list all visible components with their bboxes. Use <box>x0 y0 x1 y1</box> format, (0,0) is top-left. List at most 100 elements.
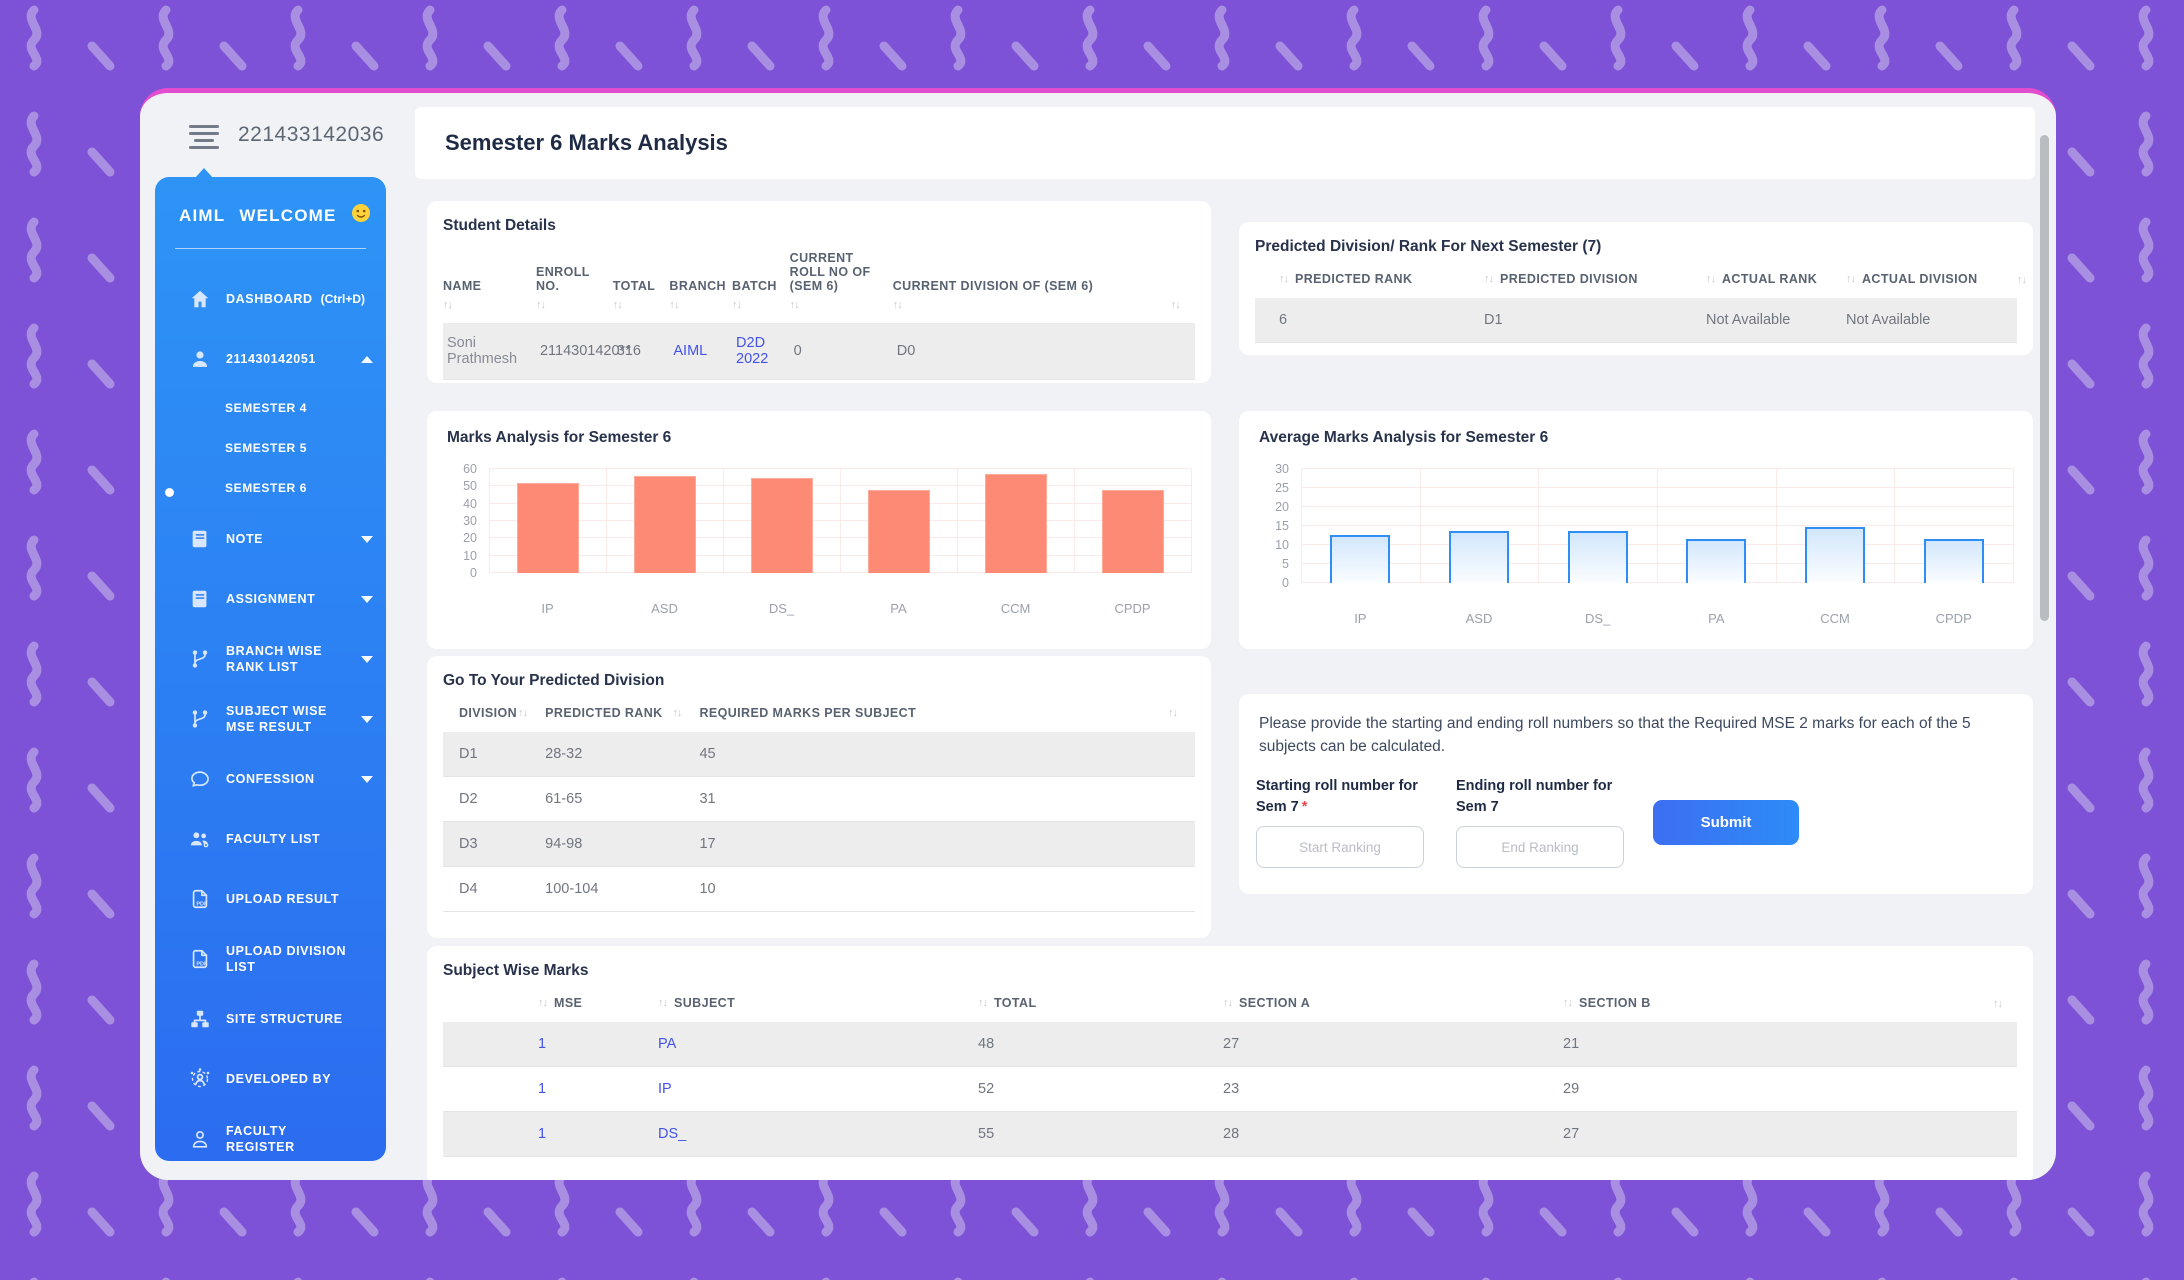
sidebar-item-faculty-list[interactable]: FACULTY LIST <box>155 809 386 869</box>
column-header[interactable]: ↑↓ <box>1993 986 2017 1022</box>
column-header[interactable]: ↑↓ SECTION A <box>1223 996 1311 1010</box>
chart-title: Average Marks Analysis for Semester 6 <box>1259 429 1549 446</box>
sort-icon: ↑↓ <box>1168 707 1178 719</box>
table-cell <box>1993 1022 2017 1067</box>
x-axis-label: IP <box>1354 611 1367 626</box>
sort-icon: ↑↓ <box>672 707 682 719</box>
column-header[interactable]: ↑↓ <box>1171 241 1195 323</box>
active-item-dot <box>165 488 174 497</box>
sidebar-item-label: SEMESTER 5 <box>225 441 308 456</box>
column-header[interactable]: TOTAL ↑↓ <box>613 241 670 323</box>
hamburger-menu-icon[interactable] <box>188 125 220 149</box>
sidebar-item-label: SUBJECT WISE MSE RESULT <box>226 703 327 734</box>
end-roll-input[interactable] <box>1456 826 1624 869</box>
sidebar-item-211430142051[interactable]: 211430142051 <box>155 329 386 389</box>
column-header[interactable]: ↑↓ SECTION B <box>1563 996 1651 1010</box>
table-cell: 27 <box>1563 1111 1993 1157</box>
y-tick-label: 0 <box>470 566 477 580</box>
bar-PA <box>867 489 930 573</box>
sidebar-item-branch-wise-rank-list[interactable]: BRANCH WISE RANK LIST <box>155 629 386 689</box>
vertical-scrollbar-thumb[interactable] <box>2040 135 2049 621</box>
cell-link[interactable]: D2D 2022 <box>736 335 769 367</box>
start-roll-input[interactable] <box>1256 826 1424 869</box>
cell-link[interactable]: IP <box>658 1081 672 1097</box>
cell-link[interactable]: PA <box>658 1036 677 1052</box>
plot <box>1301 468 2014 583</box>
sidebar-item-upload-result[interactable]: PDF UPLOAD RESULT <box>155 869 386 929</box>
branch-icon <box>187 706 213 732</box>
book-icon <box>187 526 213 552</box>
sort-icon: ↑↓ <box>443 299 453 311</box>
y-tick-label: 50 <box>463 479 477 494</box>
end-roll-label: Ending roll number for Sem 7 <box>1456 778 1613 816</box>
column-header[interactable]: ↑↓ ACTUAL RANK <box>1706 272 1818 286</box>
column-header[interactable]: PREDICTED RANK ↑↓ <box>545 696 699 732</box>
table-cell: Soni Prathmesh <box>443 323 536 380</box>
sidebar-item-developed-by[interactable]: DEVELOPED BY <box>155 1049 386 1109</box>
sidebar-item-semester-6[interactable]: SEMESTER 6 <box>155 469 386 509</box>
column-header[interactable]: CURRENT ROLL NO OF (SEM 6) ↑↓ <box>790 241 893 323</box>
bar-CCM <box>1805 527 1865 583</box>
chevron-down-icon <box>361 715 373 723</box>
column-header[interactable]: CURRENT DIVISION OF (SEM 6) ↑↓ <box>893 241 1171 323</box>
sidebar-item-upload-division-list[interactable]: PDF UPLOAD DIVISION LIST <box>155 929 386 989</box>
column-header[interactable]: ↑↓ MSE <box>538 996 583 1010</box>
sidebar-item-semester-4[interactable]: SEMESTER 4 <box>155 389 386 429</box>
submit-button[interactable]: Submit <box>1653 800 1799 845</box>
y-tick-label: 40 <box>463 496 477 511</box>
cell-link[interactable]: DS_ <box>658 1126 687 1142</box>
column-header[interactable]: ↑↓ PREDICTED RANK <box>1279 272 1413 286</box>
sort-icon: ↑↓ <box>538 997 548 1009</box>
column-header[interactable]: ↑↓ TOTAL <box>978 996 1037 1010</box>
sort-icon: ↑↓ <box>1170 299 1181 311</box>
y-tick-label: 30 <box>463 514 477 528</box>
required-asterisk: * <box>1301 799 1308 816</box>
sort-icon: ↑↓ <box>789 299 800 311</box>
column-header[interactable]: BRANCH ↑↓ <box>669 241 732 323</box>
table-row: 1 DS_ 55 28 27 <box>443 1111 2017 1157</box>
column-header[interactable]: ENROLL NO. ↑↓ <box>536 241 613 323</box>
bar-PA <box>1686 538 1747 583</box>
gridline <box>723 469 724 573</box>
cell-link[interactable]: 1 <box>538 1126 547 1142</box>
sidebar-item-assignment[interactable]: ASSIGNMENT <box>155 569 386 629</box>
gridline <box>489 469 490 573</box>
sidebar-item-note[interactable]: NOTE <box>155 509 386 569</box>
sidebar-item-dashboard[interactable]: DASHBOARD (Ctrl+D) <box>155 269 386 329</box>
sort-icon: ↑↓ <box>612 299 623 311</box>
sidebar-item-label: DEVELOPED BY <box>226 1071 332 1086</box>
y-tick-label: 20 <box>1275 500 1289 515</box>
column-header[interactable]: BATCH ↑↓ <box>732 241 790 323</box>
title-bar: Semester 6 Marks Analysis <box>415 107 2035 179</box>
y-tick-label: 30 <box>1275 462 1289 476</box>
sort-icon: ↑↓ <box>892 299 903 311</box>
column-header[interactable]: ↑↓ SUBJECT <box>658 996 736 1010</box>
column-header[interactable]: REQUIRED MARKS PER SUBJECT ↑↓ <box>699 696 1195 732</box>
bar-DS_ <box>1567 530 1628 583</box>
cell-link[interactable]: 1 <box>538 1081 547 1097</box>
sidebar-item-label: FACULTY LIST <box>226 831 321 846</box>
x-axis: IP ASD DS_ PA CCM CPDP <box>489 601 1191 616</box>
sidebar-item-site-structure[interactable]: SITE STRUCTURE <box>155 989 386 1049</box>
table-cell: 0 <box>789 323 893 380</box>
column-header[interactable]: ↑↓ <box>1993 262 2027 298</box>
column-header[interactable]: ↑↓ ACTUAL DIVISION <box>1846 272 1978 286</box>
sidebar-divider <box>175 248 366 249</box>
sidebar-item-semester-5[interactable]: SEMESTER 5 <box>155 429 386 469</box>
table-cell: 28-32 <box>545 732 700 777</box>
column-header[interactable]: NAME ↑↓ <box>443 241 536 323</box>
sort-icon: ↑↓ <box>978 997 988 1009</box>
column-header[interactable]: ↑↓ PREDICTED DIVISION <box>1484 272 1638 286</box>
column-header[interactable]: DIVISION ↑↓ <box>443 696 545 732</box>
x-axis-label: CPDP <box>1114 601 1151 616</box>
table-cell: 10 <box>699 866 1195 912</box>
table-cell: 6 <box>1255 298 1460 343</box>
subject-wise-table: ↑↓ MSE ↑↓ SUBJECT ↑↓ TOTAL ↑↓ SECTION A ↑↓ SECTIO… <box>443 986 2017 1157</box>
table-row: 1 IP 52 23 29 <box>443 1066 2017 1112</box>
sidebar-item-subject-wise-mse-result[interactable]: SUBJECT WISE MSE RESULT <box>155 689 386 749</box>
table-cell <box>1170 323 1195 380</box>
cell-link[interactable]: 1 <box>538 1036 547 1052</box>
sidebar-item-confession[interactable]: CONFESSION <box>155 749 386 809</box>
sidebar-item-faculty-register[interactable]: FACULTY REGISTER <box>155 1109 386 1169</box>
cell-link[interactable]: AIML <box>673 343 708 359</box>
